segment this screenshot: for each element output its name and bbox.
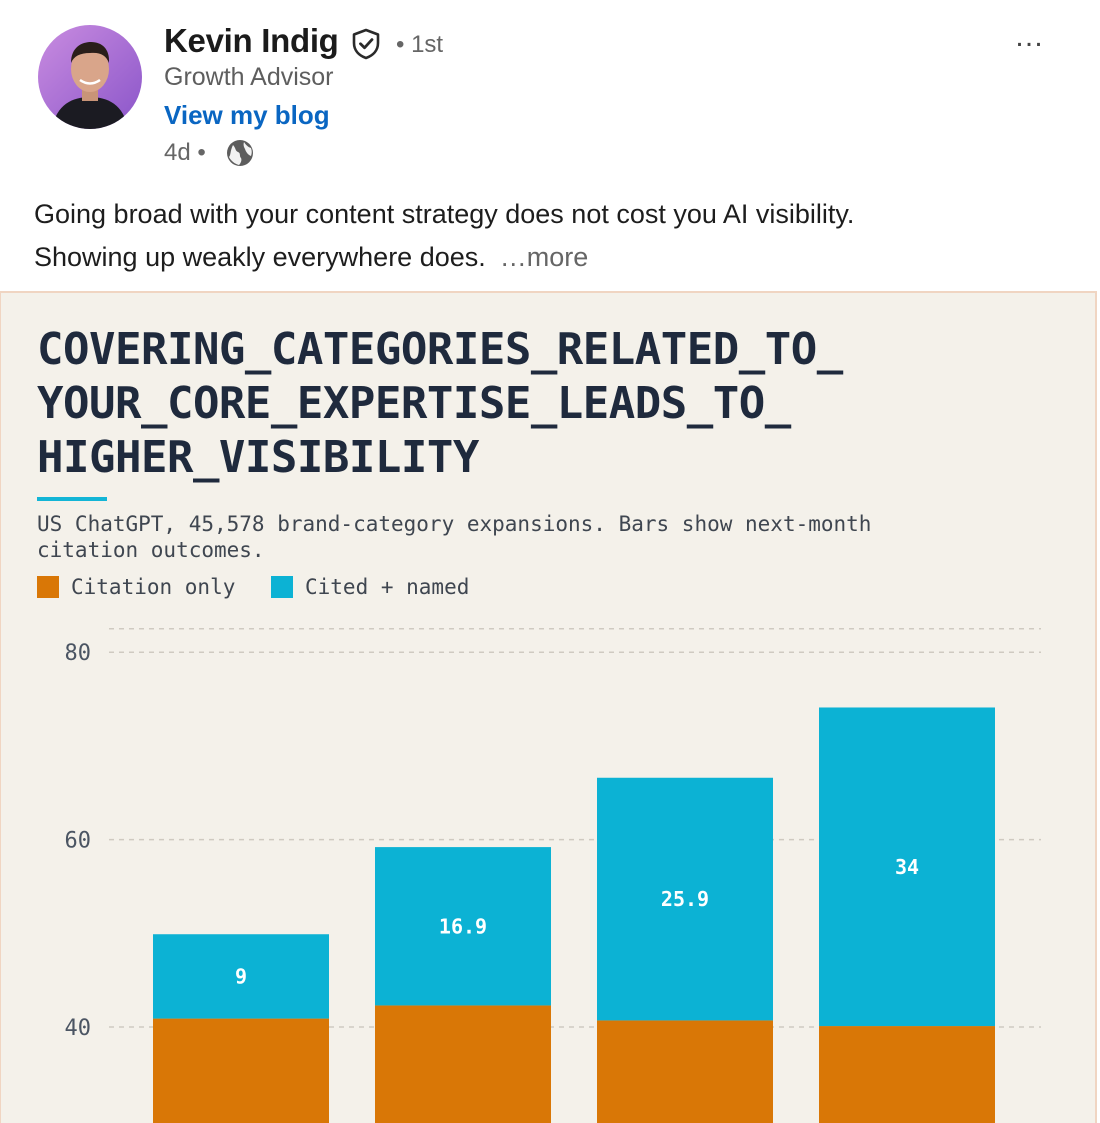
post-time: 4d •	[164, 139, 206, 166]
post-text-line: Going broad with your content strategy d…	[34, 199, 855, 229]
author-name[interactable]: Kevin Indig	[164, 22, 339, 59]
globe-icon	[224, 137, 256, 169]
author-headline: Growth Advisor	[164, 63, 334, 91]
chart-title-line: YOUR_CORE_EXPERTISE_LEADS_TO_	[37, 378, 791, 429]
bar-cited-named	[375, 847, 551, 1006]
legend-label: Cited + named	[305, 575, 470, 599]
post-header: Kevin Indig • 1st Growth Advisor View my…	[0, 0, 1100, 290]
bar-cited-named	[597, 777, 773, 1021]
bar-citation-only	[153, 1018, 329, 1123]
legend-item-cited-named: Cited + named	[271, 575, 469, 599]
chart-title: COVERING_CATEGORIES_RELATED_TO_ YOUR_COR…	[37, 323, 1037, 485]
bar-citation-only	[375, 1005, 551, 1123]
see-more-link[interactable]: …more	[499, 242, 589, 272]
bar-value-label: 16.9	[439, 914, 487, 938]
ellipsis-icon[interactable]: …	[1014, 20, 1045, 53]
y-tick-label: 40	[65, 1016, 92, 1041]
legend-swatch	[37, 576, 59, 598]
bar-citation-only	[819, 1026, 995, 1123]
bar-value-label: 34	[895, 855, 919, 879]
y-tick-label: 60	[65, 829, 92, 854]
chart-subtitle: US ChatGPT, 45,578 brand-category expans…	[37, 511, 937, 563]
legend-swatch	[271, 576, 293, 598]
shield-check-icon	[349, 27, 383, 61]
bar-value-label: 9	[235, 964, 247, 988]
post-text-line: Showing up weakly everywhere does. …more	[34, 236, 1064, 279]
post-text: Going broad with your content strategy d…	[34, 193, 1064, 279]
bar-cited-named	[153, 934, 329, 1019]
chart-subtitle-line: citation outcomes.	[37, 538, 265, 562]
bar-cited-named	[819, 707, 995, 1027]
chart-card[interactable]: COVERING_CATEGORIES_RELATED_TO_ YOUR_COR…	[0, 291, 1097, 1123]
post-text-line-2: Showing up weakly everywhere does.	[34, 242, 486, 272]
bar-chart-plot: 40 60 80 9 16.9 25.9 34	[65, 628, 1041, 1123]
chart-title-line: COVERING_CATEGORIES_RELATED_TO_	[37, 324, 843, 375]
bar-citation-only	[597, 1020, 773, 1123]
bar-value-label: 25.9	[661, 887, 709, 911]
legend-label: Citation only	[71, 575, 236, 599]
legend-item-citation-only: Citation only	[37, 575, 235, 599]
chart-title-line: HIGHER_VISIBILITY	[37, 432, 479, 483]
y-tick-label: 80	[65, 641, 92, 666]
view-blog-link[interactable]: View my blog	[164, 100, 330, 130]
title-accent-line	[37, 497, 107, 501]
chart-subtitle-line: US ChatGPT, 45,578 brand-category expans…	[37, 512, 872, 536]
connection-degree: • 1st	[396, 31, 444, 58]
author-avatar[interactable]	[38, 25, 142, 129]
